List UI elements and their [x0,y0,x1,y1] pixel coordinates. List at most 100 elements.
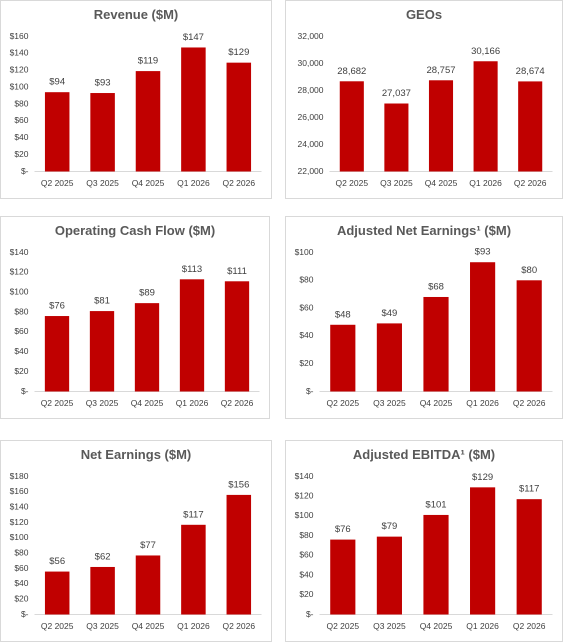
y-tick-label: $- [21,386,29,396]
bar [516,280,542,392]
chart-title: Revenue ($M) [94,7,179,22]
y-tick-label: $100 [295,510,314,520]
x-tick-label: Q2 2026 [513,621,546,631]
y-tick-label: 30,000 [298,58,324,68]
y-tick-label: $140 [10,501,29,511]
value-label: 28,674 [516,66,545,77]
bar [423,296,449,392]
y-tick-label: 28,000 [298,85,324,95]
value-label: $147 [183,32,204,43]
x-tick-label: Q2 2026 [222,621,255,631]
y-tick-label: 26,000 [298,112,324,122]
bar [44,571,70,615]
y-tick-label: $140 [10,48,29,58]
value-label: 30,166 [471,46,500,57]
y-tick-label: $160 [10,31,29,41]
bar [339,81,364,172]
y-tick-label: $100 [10,532,29,542]
y-tick-label: $60 [14,563,28,573]
y-tick-label: $80 [14,547,28,557]
value-label: $129 [228,47,249,58]
y-tick-label: $120 [10,65,29,75]
x-tick-label: Q4 2025 [132,178,165,188]
x-tick-label: Q2 2025 [326,398,359,408]
bar [135,555,161,615]
value-label: $94 [49,77,65,88]
value-label: $113 [182,264,202,275]
y-tick-label: $20 [299,589,313,599]
x-tick-label: Q3 2025 [380,178,413,188]
bar [423,514,449,615]
y-tick-label: $80 [299,530,313,540]
x-tick-label: Q4 2025 [425,178,458,188]
bar [181,524,206,615]
bar [224,281,250,392]
value-label: $81 [94,296,110,307]
bar [44,92,70,172]
value-label: $56 [49,556,65,567]
y-tick-label: $20 [14,366,28,376]
bar [376,323,402,392]
bar [330,324,356,392]
value-label: $156 [228,479,249,490]
x-tick-label: Q3 2025 [86,398,119,408]
bar [384,103,409,172]
x-tick-label: Q2 2026 [222,178,255,188]
bar [376,536,402,615]
bar [470,487,496,615]
bar [90,93,115,172]
value-label: $89 [139,288,155,299]
y-tick-label: 24,000 [298,139,324,149]
x-tick-label: Q1 2026 [176,398,209,408]
value-label: $80 [521,265,537,276]
x-tick-label: Q2 2025 [41,398,74,408]
bar [135,71,161,172]
y-tick-label: $80 [14,98,28,108]
chart-title: Operating Cash Flow ($M) [55,223,215,238]
y-tick-label: 32,000 [298,31,324,41]
y-tick-label: $80 [14,306,28,316]
value-label: $119 [138,56,158,67]
x-tick-label: Q4 2025 [420,621,453,631]
bar [44,316,70,392]
x-tick-label: Q4 2025 [131,398,164,408]
y-tick-label: $80 [299,275,313,285]
y-tick-label: $40 [299,569,313,579]
y-tick-label: $60 [14,115,28,125]
x-tick-label: Q3 2025 [373,398,406,408]
chart-title: Net Earnings ($M) [81,447,192,462]
bar [330,539,356,615]
y-tick-label: $20 [299,358,313,368]
y-tick-label: $60 [299,302,313,312]
y-tick-label: $100 [295,247,314,257]
value-label: $117 [519,484,539,495]
value-label: $111 [227,266,247,277]
value-label: 28,757 [426,65,455,76]
value-label: $93 [95,78,111,89]
y-tick-label: $20 [14,149,28,159]
x-tick-label: Q3 2025 [373,621,406,631]
y-tick-label: 22,000 [298,166,324,176]
bar [470,262,496,392]
y-tick-label: $100 [10,81,29,91]
value-label: $129 [472,472,493,483]
bar [90,566,115,615]
value-label: $93 [475,247,491,258]
value-label: $79 [381,521,397,532]
y-tick-label: $40 [299,330,313,340]
y-tick-label: $120 [295,490,314,500]
x-tick-label: Q1 2026 [466,398,499,408]
y-tick-label: $- [306,386,314,396]
x-tick-label: Q1 2026 [177,178,210,188]
panel [285,0,563,199]
value-label: $76 [49,301,65,312]
y-tick-label: $40 [14,132,28,142]
y-tick-label: $20 [14,593,28,603]
x-tick-label: Q2 2026 [221,398,254,408]
bar [428,80,454,172]
x-tick-label: Q2 2025 [41,621,74,631]
x-tick-label: Q3 2025 [86,621,119,631]
y-tick-label: $140 [295,471,314,481]
y-tick-label: $- [21,166,29,176]
